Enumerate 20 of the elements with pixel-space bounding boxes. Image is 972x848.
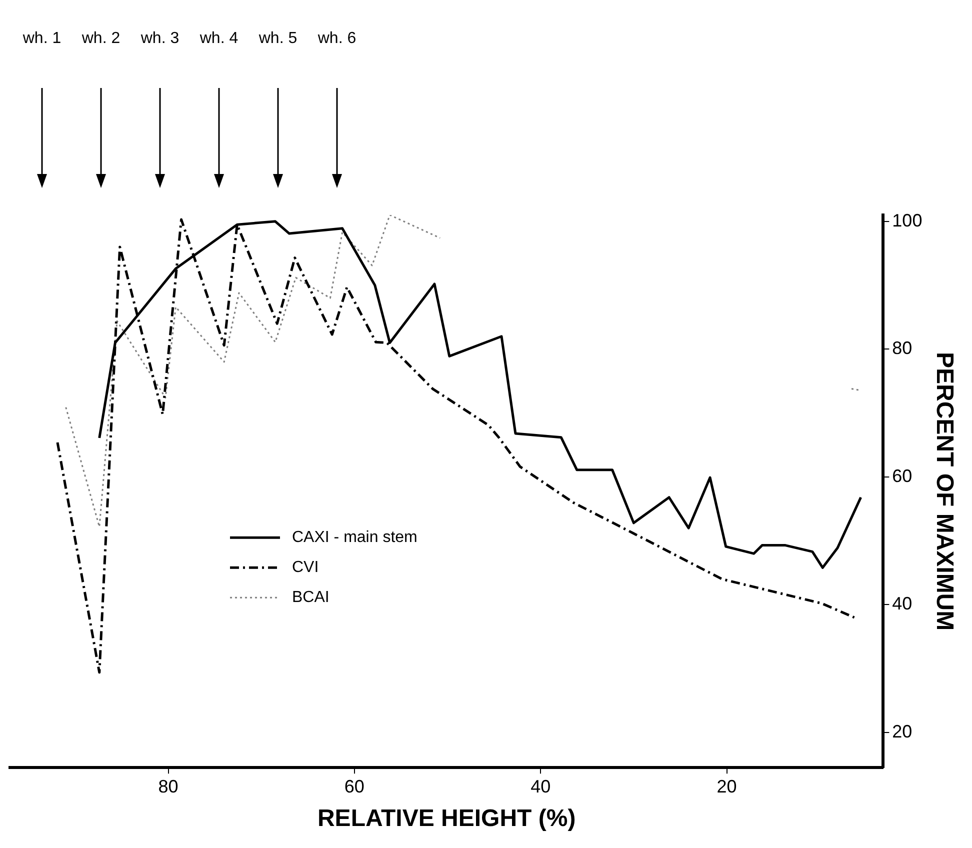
text: wh. 1 xyxy=(22,30,62,48)
text: wh. 2 xyxy=(80,30,122,48)
x-axis-title: RELATIVE HEIGHT (%) xyxy=(317,805,576,832)
x-tick-label: 60 xyxy=(344,776,364,796)
y-tick-label: 20 xyxy=(892,721,912,742)
y-axis-title: PERCENT OF MAXIMUM xyxy=(930,352,958,631)
legend-label: CAXI - main stem xyxy=(292,529,418,546)
text: wh. 4 xyxy=(198,30,240,48)
x-tick-label: 80 xyxy=(158,776,178,796)
x-tick-label: 20 xyxy=(716,776,737,796)
y-tick-label: 80 xyxy=(892,338,912,358)
y-tick-label: 40 xyxy=(892,594,912,614)
y-tick-label: 100 xyxy=(892,210,922,230)
y-tick-label: 60 xyxy=(892,466,912,486)
x-tick-label: 40 xyxy=(530,776,551,796)
legend-label: BCAI xyxy=(292,589,330,606)
text: wh. 5 xyxy=(258,30,298,48)
text: wh. 3 xyxy=(140,30,180,48)
text: wh. 6 xyxy=(316,30,358,48)
legend-label: CVI xyxy=(292,559,319,576)
